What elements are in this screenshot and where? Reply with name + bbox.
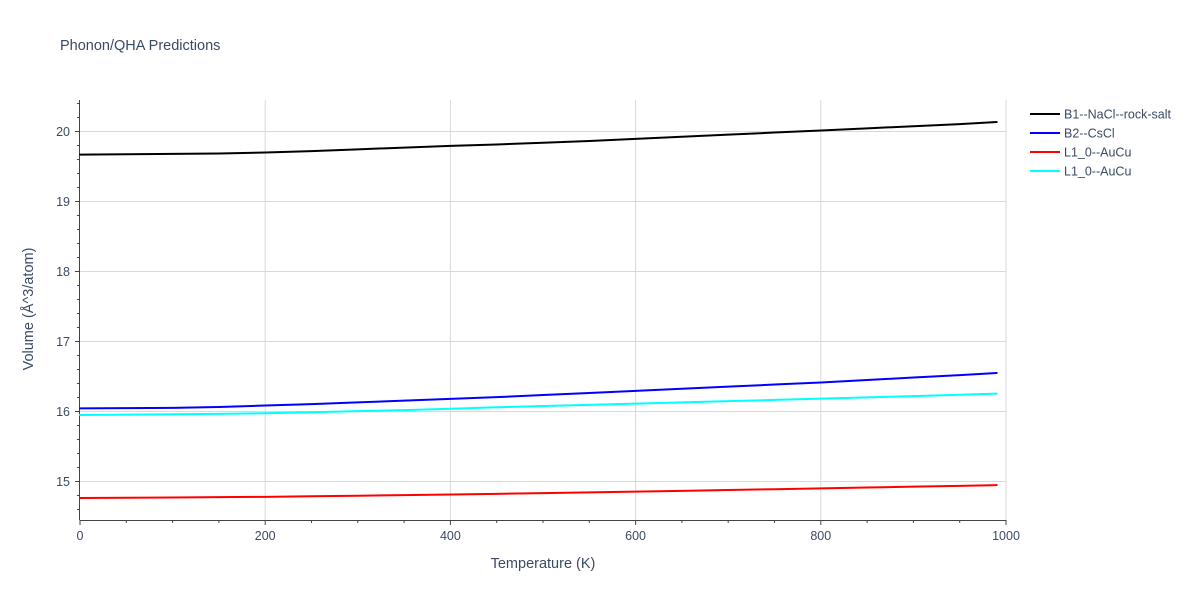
y-tick-label: 19 [56,195,70,209]
legend-item[interactable]: L1_0--AuCu [1030,146,1131,160]
legend-label: L1_0--AuCu [1064,165,1131,179]
legend-label: B1--NaCl--rock-salt [1064,108,1171,122]
legend[interactable]: B1--NaCl--rock-salt B2--CsCl L1_0--AuCu L1_… [1030,108,1171,179]
y-tick-label: 16 [56,405,70,419]
x-tick-label: 0 [77,529,84,543]
legend-label: B2--CsCl [1064,127,1115,141]
legend-item[interactable]: L1_0--AuCu [1030,165,1131,179]
series-line-2 [80,373,997,408]
y-axis-title: Volume (Å^3/atom) [20,248,37,371]
y-tick-label: 18 [56,265,70,279]
x-tick-label: 400 [440,529,461,543]
legend-item[interactable]: B2--CsCl [1030,127,1115,141]
x-tick-label: 1000 [992,529,1020,543]
grid [80,100,1006,520]
x-tick-label: 600 [625,529,646,543]
chart-title: Phonon/QHA Predictions [60,38,220,54]
legend-item[interactable]: B1--NaCl--rock-salt [1030,108,1171,122]
y-tick-label: 17 [56,335,70,349]
axes: 0 200 400 600 800 1000 15 16 17 18 19 20 [56,100,1020,543]
x-tick-label: 800 [810,529,831,543]
x-axis-title: Temperature (K) [491,556,596,572]
series-lines [80,122,997,498]
x-tick-label: 200 [255,529,276,543]
legend-label: L1_0--AuCu [1064,146,1131,160]
y-tick-label: 20 [56,125,70,139]
series-line-1 [80,122,997,155]
y-tick-label: 15 [56,475,70,489]
series-line-3 [80,485,997,498]
